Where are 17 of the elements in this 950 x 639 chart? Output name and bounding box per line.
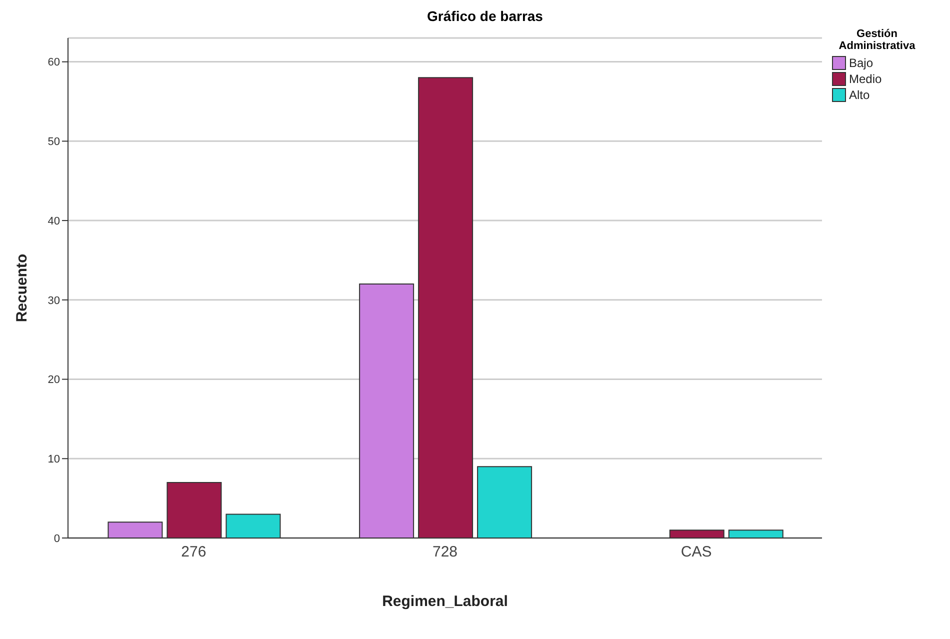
y-tick-label: 0 <box>54 532 60 545</box>
legend-title: Gestión Administrativa <box>838 28 916 52</box>
y-tick-label: 20 <box>48 374 60 386</box>
y-tick-label: 50 <box>48 136 60 148</box>
y-axis-title: Recuento <box>13 254 30 322</box>
x-axis-title: Regimen_Laboral <box>382 593 508 610</box>
y-tick-label: 60 <box>48 56 60 69</box>
chart-title: Gráfico de barras <box>426 8 544 24</box>
y-tick-label: 10 <box>48 454 60 466</box>
y-tick-label: 40 <box>48 215 60 228</box>
x-tick-label: CAS <box>680 544 712 561</box>
legend-label: Bajo <box>849 56 874 70</box>
legend-label: Medio <box>849 72 882 86</box>
y-tick-label: 30 <box>48 294 60 307</box>
legend-label: Alto <box>849 88 870 102</box>
x-tick-label: 276 <box>181 544 206 561</box>
x-tick-label: 728 <box>432 544 458 561</box>
